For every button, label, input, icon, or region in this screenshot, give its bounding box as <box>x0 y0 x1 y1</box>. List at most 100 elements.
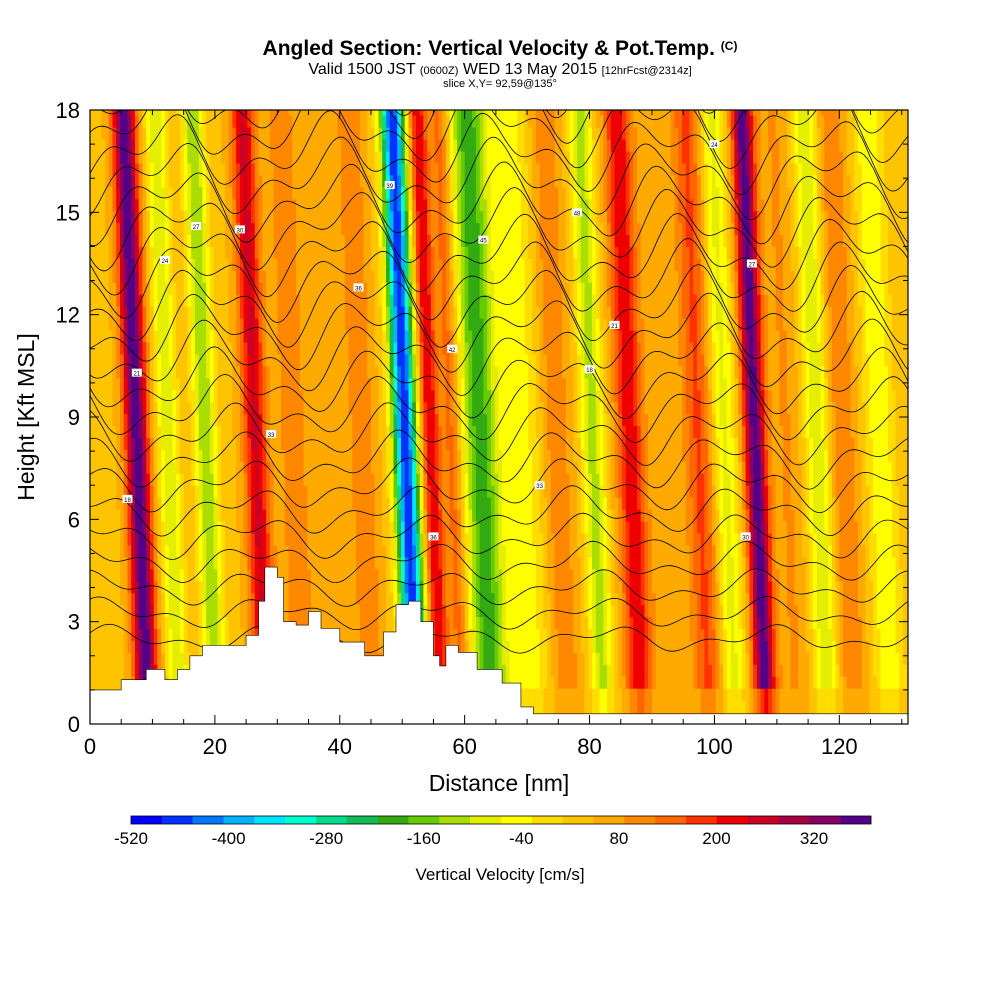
velocity-cell <box>483 473 488 486</box>
velocity-cell <box>202 521 207 534</box>
velocity-cell <box>468 533 473 546</box>
velocity-cell <box>341 521 346 534</box>
velocity-cell <box>723 568 728 582</box>
velocity-cell <box>700 628 705 641</box>
velocity-cell <box>843 604 848 618</box>
velocity-cell <box>625 473 631 486</box>
velocity-cell <box>891 700 897 713</box>
velocity-cell <box>273 497 278 510</box>
velocity-cell <box>723 580 728 594</box>
velocity-cell <box>164 616 170 629</box>
velocity-cell <box>625 664 631 677</box>
velocity-cell <box>618 544 623 558</box>
velocity-cell <box>539 616 544 629</box>
velocity-cell <box>442 652 447 665</box>
velocity-cell <box>652 485 657 498</box>
velocity-cell <box>674 461 679 474</box>
velocity-cell <box>790 580 795 594</box>
velocity-cell <box>846 544 852 558</box>
velocity-cell <box>760 664 765 677</box>
velocity-cell <box>487 544 492 558</box>
velocity-cell <box>90 616 95 629</box>
velocity-cell <box>682 652 687 665</box>
velocity-cell <box>217 449 222 462</box>
velocity-cell <box>824 533 829 546</box>
velocity-cell <box>326 544 331 558</box>
velocity-cell <box>693 509 698 522</box>
velocity-cell <box>809 640 814 653</box>
velocity-cell <box>655 533 660 546</box>
velocity-cell <box>562 616 567 629</box>
velocity-cell <box>520 485 526 498</box>
velocity-cell <box>670 461 675 474</box>
velocity-cell <box>449 533 454 546</box>
velocity-cell <box>760 533 765 546</box>
velocity-cell <box>254 497 260 510</box>
velocity-cell <box>457 640 462 653</box>
velocity-cell <box>704 628 709 641</box>
velocity-cell <box>206 604 211 618</box>
velocity-cell <box>648 592 653 606</box>
velocity-cell <box>449 604 454 618</box>
velocity-cell <box>337 485 342 498</box>
velocity-cell <box>487 592 492 606</box>
velocity-cell <box>524 676 529 689</box>
velocity-cell <box>337 568 342 582</box>
velocity-cell <box>157 604 162 618</box>
velocity-cell <box>135 616 140 629</box>
velocity-cell <box>202 497 207 510</box>
velocity-cell <box>352 592 357 606</box>
velocity-cell <box>412 556 417 570</box>
velocity-cell <box>801 580 807 594</box>
velocity-cell <box>768 628 773 641</box>
velocity-cell <box>652 628 657 641</box>
velocity-cell <box>599 592 604 606</box>
velocity-cell <box>382 616 387 629</box>
velocity-cell <box>288 473 293 486</box>
velocity-cell <box>809 652 814 665</box>
velocity-cell <box>93 485 98 498</box>
velocity-cell <box>783 676 788 689</box>
velocity-cell <box>738 509 743 522</box>
velocity-cell <box>607 664 612 677</box>
velocity-cell <box>655 676 660 689</box>
velocity-cell <box>157 556 162 570</box>
velocity-cell <box>629 568 634 582</box>
velocity-cell <box>652 580 657 594</box>
velocity-cell <box>775 640 780 653</box>
velocity-cell <box>172 604 177 618</box>
velocity-cell <box>164 461 170 474</box>
velocity-cell <box>693 592 698 606</box>
velocity-cell <box>839 556 844 570</box>
velocity-cell <box>412 497 417 510</box>
velocity-cell <box>468 556 473 570</box>
velocity-cell <box>644 604 649 618</box>
velocity-cell <box>311 533 316 546</box>
velocity-cell <box>730 544 735 558</box>
velocity-cell <box>487 640 492 653</box>
velocity-cell <box>850 497 855 510</box>
velocity-cell <box>528 604 533 618</box>
velocity-cell <box>247 628 252 641</box>
velocity-cell <box>142 497 147 510</box>
velocity-cell <box>618 473 623 486</box>
velocity-cell <box>618 676 623 689</box>
velocity-cell <box>404 473 409 486</box>
velocity-cell <box>142 664 147 677</box>
velocity-cell <box>622 688 627 701</box>
velocity-cell <box>311 568 316 582</box>
velocity-cell <box>131 616 136 629</box>
velocity-cell <box>442 556 447 570</box>
velocity-cell <box>202 556 207 570</box>
velocity-cell <box>880 700 885 713</box>
velocity-cell <box>730 664 735 677</box>
velocity-cell <box>696 664 702 677</box>
velocity-cell <box>554 628 559 641</box>
velocity-cell <box>693 485 698 498</box>
velocity-cell <box>408 580 413 594</box>
velocity-cell <box>187 652 192 665</box>
velocity-cell <box>509 592 514 606</box>
velocity-cell <box>419 461 424 474</box>
velocity-cell <box>715 616 720 629</box>
velocity-cell <box>90 664 95 677</box>
